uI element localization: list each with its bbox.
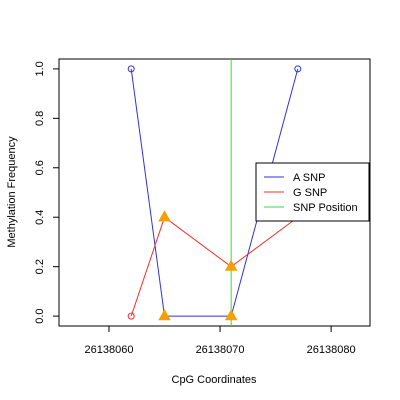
y-tick-label: 0.0 <box>34 308 46 323</box>
x-tick-label: 26138060 <box>85 344 134 356</box>
marker-layer <box>127 65 302 321</box>
x-axis-title: CpG Coordinates <box>172 374 257 386</box>
g-snp-line <box>130 216 299 317</box>
legend-label-g-snp: G SNP <box>293 187 327 199</box>
y-axis-title: Methylation Frequency <box>6 136 18 248</box>
legend-label-snp-position: SNP Position <box>293 202 358 214</box>
x-tick-label: 26138070 <box>196 344 245 356</box>
y-tick-label: 0.2 <box>34 259 46 274</box>
a-snp-point <box>127 65 135 73</box>
a-snp-triangle-point <box>158 309 171 321</box>
plot-frame-layer: 26138060 26138070 26138080 0.0 0.2 0.4 0.6 0.8 1… <box>34 58 371 356</box>
a-snp-triangle-point <box>224 309 238 321</box>
y-tick-label: 0.8 <box>34 111 46 126</box>
x-tick-label: 26138080 <box>307 344 356 356</box>
y-tick-label: 0.6 <box>34 160 46 175</box>
plot-frame <box>58 58 371 327</box>
y-tick-label: 0.4 <box>34 210 46 225</box>
legend: A SNP G SNP SNP Position <box>255 162 370 222</box>
a-snp-point <box>294 65 302 73</box>
g-snp-triangle-point <box>224 259 238 271</box>
y-tick-label: 1.0 <box>34 61 46 76</box>
g-snp-point <box>127 312 135 320</box>
legend-label-a-snp: A SNP <box>293 172 325 184</box>
g-snp-triangle-point <box>158 210 171 222</box>
